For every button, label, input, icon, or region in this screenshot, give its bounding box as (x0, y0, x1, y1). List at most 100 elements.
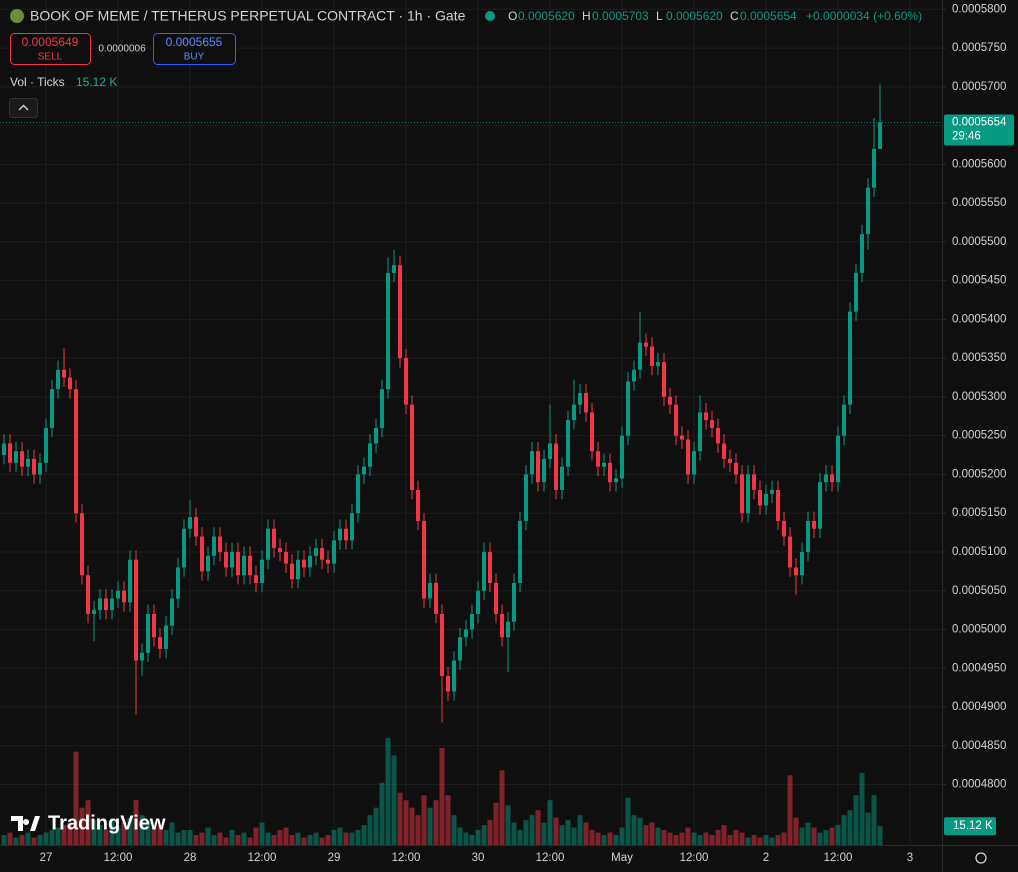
volume-bar (727, 835, 733, 845)
candle-body (284, 551, 288, 564)
volume-bar (355, 830, 361, 845)
volume-bar (631, 815, 637, 845)
volume-bar (109, 820, 115, 845)
candle-body (680, 435, 684, 440)
collapse-button[interactable] (9, 98, 38, 118)
volume-bar (265, 832, 271, 845)
candle-body (194, 517, 198, 537)
candle-body (176, 567, 180, 599)
volume-bar (133, 800, 139, 845)
y-tick-label: 0.0005200 (952, 468, 1006, 480)
candle-body (578, 393, 582, 405)
candle-body (224, 551, 228, 568)
candle-body (134, 559, 138, 661)
volume-bar (523, 820, 529, 845)
ohlc-value: 0.0005703 (592, 9, 649, 23)
volume-bar (439, 747, 445, 845)
spread: 0.0000006 (98, 44, 146, 55)
candle-body (368, 443, 372, 467)
buy-price: 0.0005655 (166, 35, 223, 49)
volume-bar (451, 815, 457, 845)
candle-body (500, 613, 504, 638)
volume-bar (151, 827, 157, 845)
x-tick-label: 12:00 (536, 852, 565, 864)
volume-bar (115, 827, 121, 845)
candle-body (392, 265, 396, 273)
ohlc-value: 0.0005620 (666, 9, 723, 23)
candle-body (296, 559, 300, 580)
candle-body (158, 637, 162, 649)
candle-body (632, 369, 636, 382)
candle-body (20, 451, 24, 467)
symbol-title[interactable]: BOOK OF MEME / TETHERUS PERPETUAL CONTRA… (30, 8, 466, 24)
overlay: 0.0005654 29:46 15.12 K (0, 114, 1014, 836)
y-tick-label: 0.0005100 (952, 546, 1006, 558)
buy-button[interactable] (153, 33, 236, 65)
candle-body (104, 598, 108, 611)
volume-bar (187, 830, 193, 845)
volume-bar (139, 815, 145, 845)
y-tick-label: 0.0005800 (952, 3, 1006, 15)
volume-bar (733, 830, 739, 845)
volume-bar (709, 835, 715, 845)
candle-body (110, 598, 114, 611)
candle-body (140, 652, 144, 661)
candle-body (380, 389, 384, 428)
candle-body (200, 536, 204, 572)
volume-bar (79, 807, 85, 845)
y-tick-label: 0.0005250 (952, 430, 1006, 442)
volume-bar (601, 835, 607, 845)
volume-bar (427, 807, 433, 845)
candle-body (506, 621, 510, 638)
sell-button[interactable] (10, 33, 91, 65)
volume-bar (643, 825, 649, 845)
volume-bar (547, 800, 553, 845)
candle-body (710, 420, 714, 428)
change: +0.0000034 (+0.60%) (806, 9, 922, 23)
ohlc-legend: O 0.0005620 H 0.0005703 L 0.0005620 C 0.0005654 (508, 9, 797, 23)
candle-body (848, 311, 852, 405)
candle-body (308, 555, 312, 568)
candle-body (320, 548, 324, 560)
volume-bar (505, 805, 511, 845)
candle-body (806, 520, 810, 552)
volume-bar (529, 815, 535, 845)
volume-bar (553, 817, 559, 845)
volume-bar (739, 832, 745, 845)
countdown: 29:46 (952, 131, 981, 143)
candle-body (242, 555, 246, 576)
volume-bar (37, 835, 43, 845)
candle-body (188, 517, 192, 529)
y-tick-label: 0.0005500 (952, 236, 1006, 248)
volume-bar (97, 825, 103, 845)
volume-bar (25, 832, 31, 845)
y-tick-label: 0.0004850 (952, 740, 1006, 752)
y-tick-label: 0.0005000 (952, 624, 1006, 636)
candle-body (236, 551, 240, 576)
x-tick-label: 30 (472, 852, 485, 864)
volume-bar (247, 837, 253, 845)
candle-body (152, 613, 156, 638)
candle-body (872, 148, 876, 188)
settings-button[interactable] (975, 852, 987, 864)
volume-bar (61, 825, 67, 845)
candle-body (854, 272, 858, 312)
candle-body (86, 575, 90, 614)
volume-bar (289, 835, 295, 845)
volume-bar (163, 830, 169, 845)
indicator-title[interactable]: Vol · Ticks (10, 75, 65, 89)
time-axis: 27 12:00 28 12:00 29 12:00 30 12:00 May 12:00 2 12:… (40, 852, 914, 864)
candle-body (98, 598, 102, 611)
volume-bar (229, 830, 235, 845)
volume-bar (49, 830, 55, 845)
candle-body (524, 474, 528, 521)
ohlc-key: H (582, 9, 591, 23)
candle-body (776, 489, 780, 521)
candle-body (128, 559, 132, 603)
volume-bar (859, 772, 865, 845)
branding-text: TradingView (48, 812, 166, 834)
candle-body (164, 625, 168, 649)
volume-bar (673, 835, 679, 845)
x-tick-label: 12:00 (248, 852, 277, 864)
